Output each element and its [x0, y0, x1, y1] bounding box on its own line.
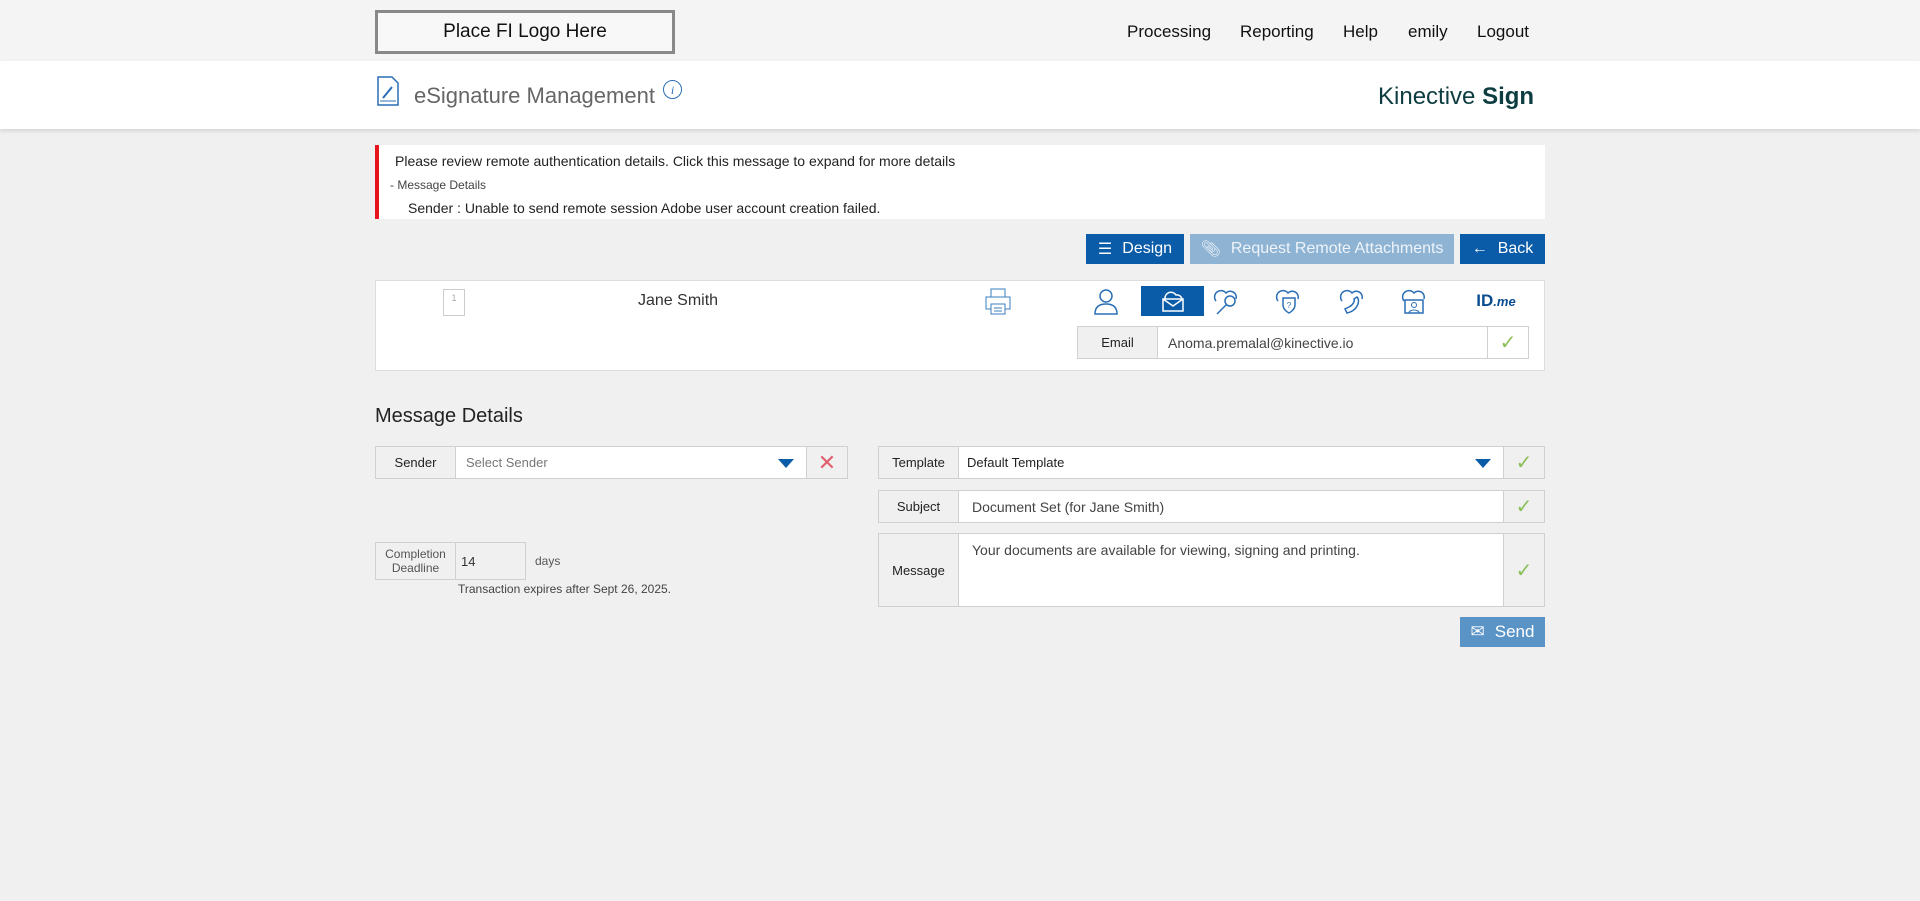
top-bar [0, 0, 1920, 61]
page-title: eSignature Management [414, 83, 655, 108]
email-field[interactable]: Anoma.premalal@kinective.io [1157, 326, 1488, 359]
nav-reporting[interactable]: Reporting [1240, 22, 1314, 41]
nav-help[interactable]: Help [1343, 22, 1378, 41]
template-check-icon: ✓ [1503, 446, 1545, 479]
logo-placeholder: Place FI Logo Here [375, 10, 675, 54]
recipient-name: Jane Smith [638, 292, 719, 309]
auth-idme-logo[interactable]: ID .me [1476, 291, 1516, 310]
message-check-icon: ✓ [1503, 533, 1545, 607]
clear-sender-icon[interactable]: ✕ [806, 446, 848, 479]
auth-person-icon[interactable] [1086, 286, 1126, 316]
title-band [0, 61, 1920, 129]
auth-email-icon[interactable] [1141, 286, 1204, 316]
nav-logout[interactable]: Logout [1477, 22, 1529, 41]
days-label: days [535, 554, 561, 568]
list-document-icon: ☰ [1097, 241, 1113, 258]
brand-logo: Kinective Sign [1378, 83, 1535, 110]
template-select[interactable]: Default Template [958, 446, 1504, 479]
message-details-toggle[interactable]: - Message Details [390, 178, 487, 192]
sender-select[interactable]: Select Sender [455, 446, 807, 479]
email-check-icon: ✓ [1487, 326, 1529, 359]
chevron-down-icon [778, 459, 794, 468]
template-label: Template [878, 446, 959, 479]
document-sign-icon [377, 76, 399, 106]
auth-cloud-key-icon[interactable] [1206, 286, 1246, 316]
message-textarea[interactable]: Your documents are available for viewing… [958, 533, 1504, 607]
alert-banner[interactable]: Please review remote authentication deta… [375, 145, 1545, 219]
design-button[interactable]: ☰ Design [1086, 234, 1184, 264]
chevron-down-icon [1475, 459, 1491, 468]
subject-check-icon: ✓ [1503, 490, 1545, 523]
alert-detail: Sender : Unable to send remote session A… [408, 200, 881, 216]
email-label: Email [1077, 326, 1158, 359]
svg-text:?: ? [1287, 301, 1292, 310]
nav-user[interactable]: emily [1408, 22, 1448, 41]
completion-deadline-label: Completion Deadline [375, 542, 456, 580]
paperclip-icon: 📎︎ [1200, 241, 1221, 258]
subject-label: Subject [878, 490, 959, 523]
auth-cloud-shield-question-icon[interactable]: ? [1268, 286, 1308, 316]
completion-deadline-input[interactable]: 14 [455, 542, 526, 580]
alert-message: Please review remote authentication deta… [395, 153, 956, 169]
printer-icon[interactable] [984, 287, 1012, 317]
back-button[interactable]: ← Back [1460, 234, 1545, 264]
auth-cloud-phone-icon[interactable] [1332, 286, 1372, 316]
nav-processing[interactable]: Processing [1127, 22, 1212, 41]
page-count-icon: 1 [443, 289, 465, 316]
info-icon[interactable]: i [662, 79, 683, 100]
auth-cloud-video-icon[interactable] [1394, 286, 1434, 316]
svg-text:i: i [671, 83, 674, 97]
message-details-heading: Message Details [375, 405, 523, 427]
request-remote-attachments-button[interactable]: 📎︎ Request Remote Attachments [1190, 234, 1454, 264]
sender-label: Sender [375, 446, 456, 479]
send-button[interactable]: ✉ Send [1460, 617, 1545, 647]
subject-input[interactable]: Document Set (for Jane Smith) [958, 490, 1504, 523]
arrow-left-icon: ← [1471, 240, 1488, 257]
message-label: Message [878, 533, 959, 607]
cloud-email-icon: ✉ [1470, 622, 1485, 641]
expiry-note: Transaction expires after Sept 26, 2025. [458, 582, 672, 596]
